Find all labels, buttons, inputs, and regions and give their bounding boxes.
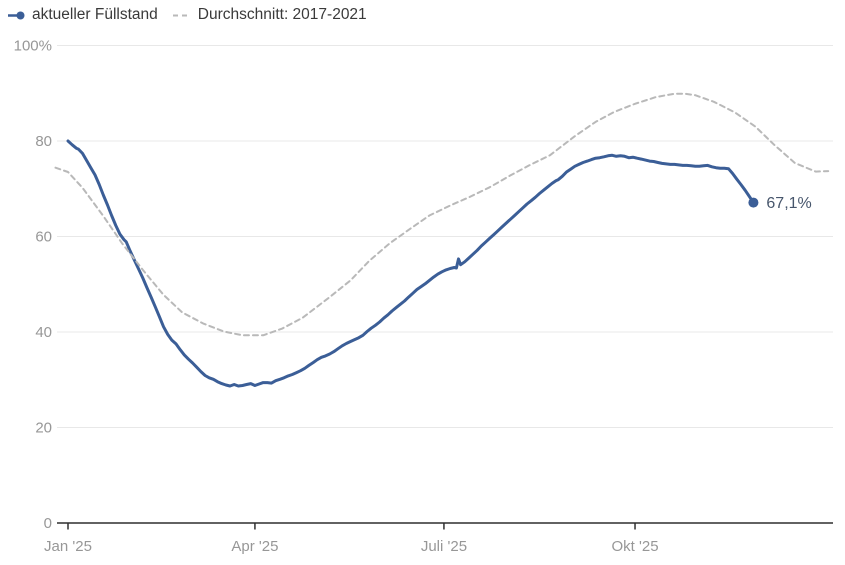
- y-axis-label-20: 20: [35, 420, 52, 437]
- legend-label-current-fill: aktueller Füllstand: [32, 6, 158, 23]
- series-line-0: [66, 139, 755, 388]
- x-axis-label-3: Okt '25: [611, 538, 658, 555]
- x-axis-label-0: Jan '25: [44, 538, 92, 555]
- end-point-dot: [748, 197, 759, 208]
- y-axis-label-40: 40: [35, 324, 52, 341]
- y-axis-label-60: 60: [35, 229, 52, 246]
- y-axis-label-80: 80: [35, 133, 52, 150]
- y-axis-label-0: 0: [44, 515, 52, 532]
- legend-label-average: Durchschnitt: 2017-2021: [197, 6, 367, 23]
- x-axis-label-1: Apr '25: [231, 538, 278, 555]
- y-axis-label-100: 100%: [14, 38, 52, 55]
- legend-item-current-fill: aktueller Füllstand: [8, 6, 158, 24]
- dashed-line-icon: [172, 14, 191, 16]
- series-line-1: [54, 92, 830, 337]
- line-with-dot-icon: [8, 11, 25, 19]
- x-axis-label-2: Juli '25: [421, 538, 467, 555]
- chart-legend: aktueller Füllstand Durchschnitt: 2017-2…: [8, 6, 367, 24]
- end-value-label: 67,1%: [766, 195, 811, 212]
- legend-item-average: Durchschnitt: 2017-2021: [172, 6, 367, 24]
